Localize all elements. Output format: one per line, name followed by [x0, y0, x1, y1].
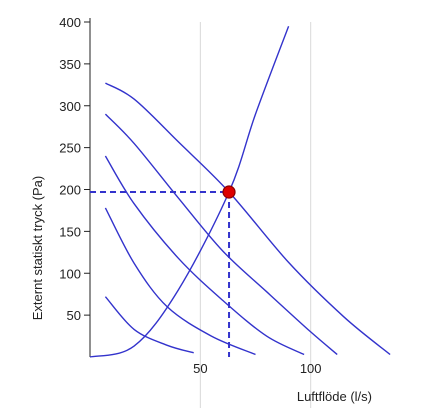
y-tick-label: 250: [59, 141, 81, 156]
x-tick-label: 50: [193, 361, 207, 376]
y-tick-label: 50: [67, 308, 81, 323]
fan-curve-5: [105, 82, 391, 356]
x-tick-label: 100: [300, 361, 322, 376]
y-tick-label: 400: [59, 15, 81, 30]
y-tick-label: 200: [59, 183, 81, 198]
y-tick-label: 150: [59, 224, 81, 239]
fan-curve-3: [104, 155, 305, 356]
y-axis-title: Externt statiskt tryck (Pa): [30, 176, 45, 320]
grid: [199, 22, 312, 408]
fan-curve-4: [104, 113, 338, 356]
operating-point-marker: [222, 185, 236, 199]
y-tick-label: 300: [59, 99, 81, 114]
fan-curve-2: [104, 207, 256, 356]
fan-curve-1: [104, 296, 194, 354]
system-curve: [89, 25, 290, 358]
axes: [84, 18, 91, 357]
x-axis-title: Luftflöde (l/s): [297, 389, 372, 404]
y-tick-label: 100: [59, 266, 81, 281]
tick-labels: 50 100 150 200 250 300 350 400 50 100: [59, 15, 321, 376]
y-tick-label: 350: [59, 57, 81, 72]
curves: [89, 25, 391, 358]
